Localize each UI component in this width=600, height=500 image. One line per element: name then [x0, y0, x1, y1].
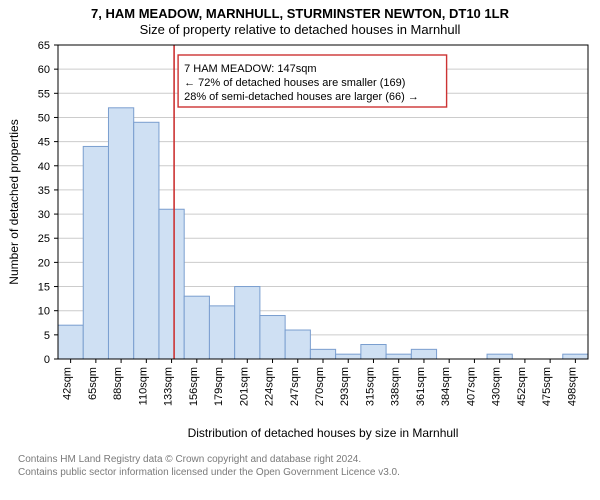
x-tick-label: 270sqm — [314, 367, 326, 406]
y-tick-label: 40 — [38, 160, 50, 172]
histogram-bar — [361, 344, 386, 358]
y-tick-label: 10 — [38, 305, 50, 317]
footer-attribution: Contains HM Land Registry data © Crown c… — [0, 449, 600, 480]
footer-line-1: Contains HM Land Registry data © Crown c… — [18, 453, 590, 467]
x-tick-label: 361sqm — [415, 367, 427, 406]
x-tick-label: 224sqm — [264, 367, 276, 406]
histogram-bar — [487, 354, 512, 359]
x-tick-label: 179sqm — [213, 367, 225, 406]
x-tick-label: 293sqm — [339, 367, 351, 406]
histogram-svg: 0 5 10 15 20 25 30 35 40 45 50 55 60 65 42sqm 65sqm 88sq… — [0, 39, 600, 449]
histogram-bar — [260, 315, 285, 358]
histogram-bar — [83, 146, 108, 359]
y-tick-label: 30 — [38, 209, 50, 221]
histogram-bar — [108, 107, 133, 358]
footer-line-2: Contains public sector information licen… — [18, 466, 590, 480]
histogram-bar — [285, 330, 310, 359]
histogram-bar — [563, 354, 588, 359]
histogram-bar — [134, 122, 159, 359]
x-tick-label: 156sqm — [188, 367, 200, 406]
y-tick-label: 15 — [38, 281, 50, 293]
x-tick-label: 498sqm — [566, 367, 578, 406]
x-tick-label: 110sqm — [137, 367, 149, 405]
x-tick-label: 42sqm — [62, 367, 74, 400]
y-tick-label: 5 — [44, 329, 50, 341]
y-tick-label: 0 — [44, 354, 50, 366]
x-tick-label: 338sqm — [390, 367, 402, 406]
chart-area: 0 5 10 15 20 25 30 35 40 45 50 55 60 65 42sqm 65sqm 88sq… — [0, 39, 600, 449]
callout-line: 7 HAM MEADOW: 147sqm — [184, 63, 316, 75]
x-tick-label: 201sqm — [238, 367, 250, 406]
histogram-bar — [310, 349, 335, 359]
callout-line: ← 72% of detached houses are smaller (16… — [184, 77, 405, 89]
y-tick-label: 60 — [38, 64, 50, 76]
x-tick-label: 430sqm — [491, 366, 503, 405]
x-tick-label: 407sqm — [465, 367, 477, 406]
y-tick-label: 55 — [38, 88, 50, 100]
y-axis-label: Number of detached properties — [7, 119, 21, 284]
y-tick-label: 25 — [38, 233, 50, 245]
x-tick-label: 133sqm — [163, 367, 175, 406]
title-address: 7, HAM MEADOW, MARNHULL, STURMINSTER NEW… — [0, 6, 600, 22]
histogram-bar — [58, 325, 83, 359]
callout-line: 28% of semi-detached houses are larger (… — [184, 91, 419, 103]
histogram-bar — [159, 209, 184, 359]
histogram-bar — [235, 286, 260, 358]
histogram-bar — [411, 349, 436, 359]
histogram-bar — [386, 354, 411, 359]
x-axis-label: Distribution of detached houses by size … — [188, 426, 459, 440]
y-tick-label: 50 — [38, 112, 50, 124]
y-tick-label: 35 — [38, 184, 50, 196]
y-tick-label: 20 — [38, 257, 50, 269]
x-tick-label: 384sqm — [440, 367, 452, 406]
title-subtitle: Size of property relative to detached ho… — [0, 22, 600, 38]
callout-box: 7 HAM MEADOW: 147sqm ← 72% of detached ho… — [178, 55, 447, 107]
y-tick-label: 65 — [38, 40, 50, 52]
x-tick-label: 65sqm — [87, 367, 99, 400]
histogram-bar — [209, 305, 234, 358]
y-tick-label: 45 — [38, 136, 50, 148]
x-tick-label: 452sqm — [516, 367, 528, 406]
histogram-bar — [184, 296, 209, 359]
x-tick-label: 247sqm — [289, 367, 301, 406]
x-tick-label: 475sqm — [541, 367, 553, 406]
x-tick-label: 315sqm — [364, 367, 376, 406]
histogram-bar — [336, 354, 361, 359]
chart-titles: 7, HAM MEADOW, MARNHULL, STURMINSTER NEW… — [0, 0, 600, 39]
x-tick-label: 88sqm — [112, 367, 124, 400]
